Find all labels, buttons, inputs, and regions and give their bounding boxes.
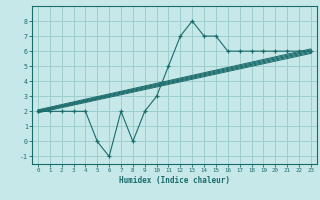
X-axis label: Humidex (Indice chaleur): Humidex (Indice chaleur) [119,176,230,185]
